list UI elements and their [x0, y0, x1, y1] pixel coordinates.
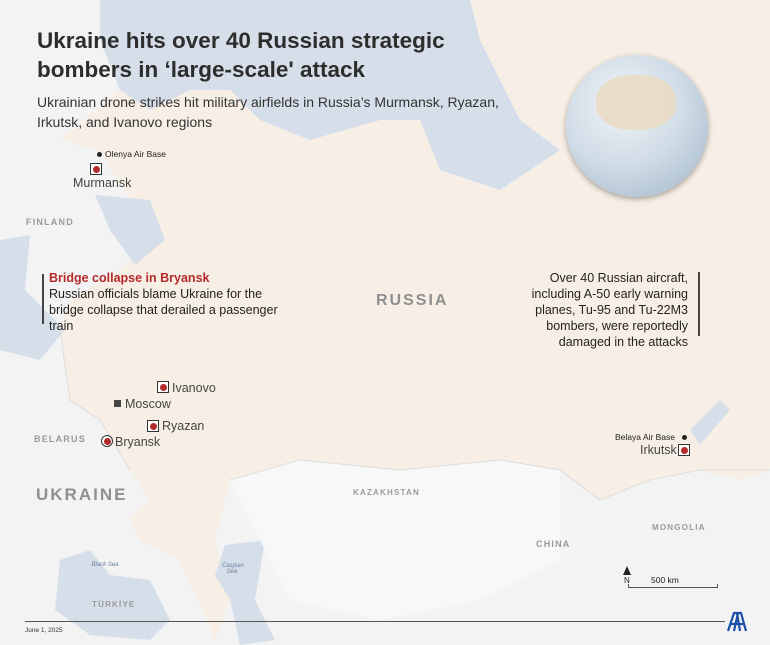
- bridge-note-text: Russian officials blame Ukraine for the …: [49, 287, 278, 333]
- target-marker-ryazan: [147, 420, 159, 432]
- barents-sea: [100, 0, 560, 190]
- place-label-bryansk: Bryansk: [115, 435, 161, 449]
- north-label: N: [624, 576, 630, 585]
- place-label-murmansk: Murmansk: [73, 176, 132, 190]
- place-label-irkutsk: Irkutsk: [640, 443, 677, 457]
- north-arrow-icon: [623, 566, 631, 575]
- airbase-marker-olenya: [97, 152, 102, 157]
- target-marker-irkutsk: [678, 444, 690, 456]
- country-label-russia: RUSSIA: [376, 292, 449, 309]
- bridge-collapse-note: Bridge collapse in Bryansk Russian offic…: [49, 270, 289, 334]
- footer-date: June 1, 2025: [25, 627, 63, 634]
- aa-logo-icon: [726, 611, 748, 632]
- bridge-note-title: Bridge collapse in Bryansk: [49, 271, 210, 285]
- footer-rule: [25, 621, 725, 622]
- country-label-china: CHINA: [536, 539, 571, 549]
- country-label-belarus: BELARUS: [34, 434, 86, 444]
- scale-distance-label: 500 km: [651, 575, 679, 585]
- white-sea: [95, 195, 165, 265]
- sea-label-black: Black Sea: [91, 562, 119, 568]
- place-label-ryazan: Ryazan: [162, 419, 205, 433]
- scale-bar: [628, 584, 718, 588]
- country-label-turkiye: TÜRKİYE: [92, 600, 136, 609]
- sea-label-caspian: Caspian Sea: [222, 563, 245, 575]
- place-label-ivanovo: Ivanovo: [172, 381, 216, 395]
- place-label-belaya: Belaya Air Base: [615, 432, 676, 442]
- target-marker-ivanovo: [157, 381, 169, 393]
- target-marker-murmansk: [90, 163, 102, 175]
- page-subtitle: Ukrainian drone strikes hit military air…: [37, 94, 499, 130]
- country-label-kazakhstan: KAZAKHSTAN: [353, 488, 420, 497]
- capital-marker-moscow: [114, 400, 121, 407]
- country-label-finland: FINLAND: [26, 217, 74, 227]
- kazakhstan-territory: [230, 460, 560, 620]
- page-title: Ukraine hits over 40 Russian strategic b…: [37, 28, 445, 82]
- baltic-sea: [0, 235, 65, 360]
- lake-baikal: [690, 400, 730, 445]
- incident-marker-bryansk: [101, 435, 113, 447]
- note-divider-left: [42, 274, 44, 324]
- country-label-ukraine: UKRAINE: [36, 485, 128, 504]
- airbase-marker-belaya: [682, 435, 687, 440]
- aa-logo: [726, 610, 748, 632]
- caspian-sea: [215, 540, 275, 645]
- aircraft-note: Over 40 Russian aircraft, including A-50…: [531, 271, 688, 349]
- country-label-mongolia: MONGOLIA: [652, 523, 706, 532]
- globe-locator: [566, 55, 708, 197]
- black-sea: [55, 550, 170, 640]
- place-label-olenya: Olenya Air Base: [105, 149, 166, 159]
- place-label-moscow: Moscow: [125, 397, 171, 411]
- note-divider-right: [698, 272, 700, 336]
